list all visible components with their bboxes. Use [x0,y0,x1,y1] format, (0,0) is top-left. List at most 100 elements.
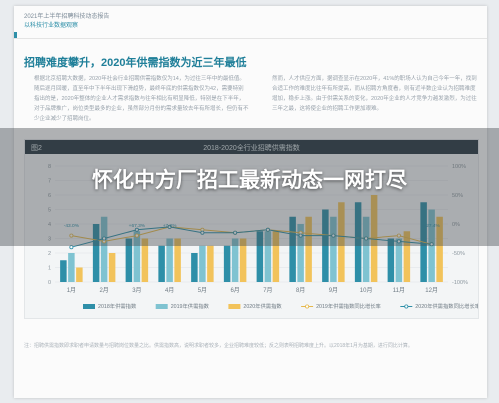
y2-tick-label: -100% [452,280,468,286]
x-tick-label: 7月 [263,287,272,294]
x-tick-label: 1月 [67,287,76,294]
data-label: +27.4% [423,223,440,229]
overlay-title: 怀化中方厂招工最新动态一网打尽 [92,169,407,192]
line-point [429,242,434,247]
x-tick-label: 11月 [393,287,405,294]
bar [264,231,272,282]
supply-demand-chart: 0 1 2 3 4 5 6 7 8 100% 50% 0% -50% -100% 1月 2月 3月 4月 5月 6月 7… [48,164,478,310]
y2-tick-label: 0% [452,222,460,228]
bar [403,231,411,282]
legend-label: 2019年供需指数 [171,302,210,310]
x-tick-label: 12月 [425,287,438,294]
line-point [331,233,336,238]
report-page: 2021年上半年招聘科技动态报告 以科技行业数据观察 招聘难度攀升，2020年供… [14,6,487,398]
y-tick-label: 6 [48,193,51,199]
bar [231,238,239,282]
line-point [396,233,401,238]
bar [191,253,198,282]
bar [370,195,378,282]
bar [207,245,214,282]
x-tick-label: 9月 [329,287,338,294]
data-label: -43.0% [64,223,80,229]
figure-box: 图2 2018-2020全行业招聘供需指数 0 1 2 3 4 5 6 7 8 100% 50% 0%… [24,139,479,319]
figure-title: 2018-2020全行业招聘供需指数 [203,145,300,152]
bar [174,238,181,282]
line-point [233,230,238,235]
line-point [167,224,172,229]
bar [92,224,100,282]
bar [297,224,304,282]
legend-label: 2020年供需指数 [243,302,282,310]
growth-line [71,226,432,248]
y-tick-label: 5 [48,208,51,214]
line-point [69,245,74,250]
y-tick-label: 0 [48,280,51,286]
legend-swatch [83,304,95,309]
data-label: +7.2% [163,223,177,229]
y-tick-label: 1 [48,266,51,272]
line-point [364,236,369,241]
legend-marker [305,304,310,309]
bar [239,238,247,282]
title-overlay [0,128,499,246]
y-tick-label: 2 [48,251,51,257]
bar [395,238,403,282]
footnote: 注：招聘供需指数即求职者申请数量与招聘岗位数量之比。供需指数高，说明求职者较多，… [24,343,413,349]
y-tick-label: 3 [48,237,51,243]
y2-tick-label: 50% [452,193,463,199]
bar [387,238,395,282]
y-tick-label: 8 [48,164,51,170]
bar [362,216,370,282]
bar [305,216,312,282]
figure-number: 图2 [31,145,42,152]
bar [436,216,443,282]
legend-swatch [155,304,168,309]
x-tick-label: 4月 [165,287,174,294]
paragraph-right: 然而，人才供应方面，据调查显示在2020年，41%的职场人认为自己今年一年，找到… [272,76,477,112]
legend-swatch [228,304,241,309]
bar [199,245,206,282]
x-tick-label: 10月 [360,287,373,294]
line-point [200,230,205,235]
x-tick-label: 2月 [99,287,108,294]
x-tick-label: 5月 [198,287,207,294]
bar [354,202,362,282]
bar [289,216,296,282]
bar [338,202,345,282]
bar [76,267,83,282]
line-point [396,239,401,244]
header-accent-bar [14,32,17,38]
y-tick-label: 4 [48,222,51,228]
bar [133,231,141,282]
section-heading: 招聘难度攀升，2020年供需指数为近三年最低 [24,57,247,69]
bar [100,216,108,282]
x-tick-label: 3月 [132,287,141,294]
line-point [69,233,74,238]
legend-marker [404,304,409,309]
bar [141,238,149,282]
bar [322,209,329,282]
line-point [134,227,139,232]
report-subtitle: 以科技行业数据观察 [24,23,79,29]
bar [223,245,231,282]
x-tick-label: 8月 [296,287,305,294]
bar [125,238,133,282]
y2-tick-label: -50% [452,251,465,257]
bar [166,238,173,282]
legend-label: 2019年供需指数同比增长率 [316,302,381,310]
figure-header: 图2 2018-2020全行业招聘供需指数 [25,140,478,154]
legend-label: 2018年供需指数 [98,302,137,310]
legend-label: 2020年供需指数同比增长率 [415,302,478,310]
bar [272,231,280,282]
report-header: 2021年上半年招聘科技动态报告 以科技行业数据观察 [14,6,487,39]
data-label: +67.3% [129,223,146,229]
bar [330,216,337,282]
bar [108,253,116,282]
line-point [134,233,139,238]
report-title: 2021年上半年招聘科技动态报告 [24,14,110,20]
bar [60,260,67,282]
paragraph-left: 根据北京招聘大数据，2020年社会行业招聘供需指数仅为14，为过往三年中的最低值… [34,76,249,122]
x-tick-label: 6月 [230,287,239,294]
y-tick-label: 7 [48,179,51,185]
bar [68,253,75,282]
